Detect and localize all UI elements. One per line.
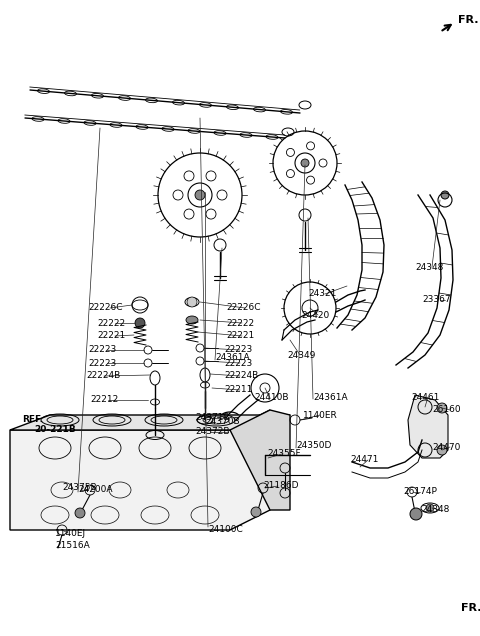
- Text: 22226C: 22226C: [88, 303, 122, 312]
- Circle shape: [251, 507, 261, 517]
- Text: 24321: 24321: [308, 289, 336, 298]
- Text: 24348: 24348: [415, 263, 444, 272]
- Text: 22222: 22222: [226, 319, 254, 328]
- Text: 24349: 24349: [287, 350, 315, 359]
- Text: FR.: FR.: [461, 603, 480, 613]
- Text: 22221: 22221: [226, 331, 254, 340]
- Text: 24371B: 24371B: [195, 413, 229, 422]
- Text: 20-221B: 20-221B: [34, 425, 76, 434]
- Text: 24420: 24420: [301, 310, 329, 319]
- Text: 26160: 26160: [432, 406, 461, 415]
- Circle shape: [75, 508, 85, 518]
- Text: 24200A: 24200A: [78, 485, 112, 495]
- Text: 24350D: 24350D: [296, 441, 331, 450]
- Text: 24355F: 24355F: [267, 450, 300, 459]
- Text: 22222: 22222: [97, 319, 125, 328]
- Text: 24461: 24461: [411, 392, 439, 401]
- Text: 21186D: 21186D: [263, 481, 299, 490]
- Text: 26174P: 26174P: [403, 488, 437, 497]
- Circle shape: [410, 508, 422, 520]
- Polygon shape: [10, 410, 270, 530]
- Circle shape: [195, 190, 205, 200]
- Text: 22221: 22221: [97, 331, 125, 340]
- Text: 22212: 22212: [90, 396, 118, 404]
- Text: 21516A: 21516A: [55, 541, 90, 550]
- Text: 22223: 22223: [88, 345, 116, 354]
- Text: 22223: 22223: [224, 345, 252, 354]
- Circle shape: [437, 445, 447, 455]
- Text: 24470: 24470: [432, 443, 460, 452]
- Polygon shape: [230, 410, 290, 510]
- Text: REF.: REF.: [22, 415, 43, 424]
- Text: 24375B: 24375B: [62, 483, 96, 492]
- Circle shape: [437, 403, 447, 413]
- Text: 1140EJ: 1140EJ: [55, 529, 86, 537]
- Circle shape: [301, 159, 309, 167]
- Text: 24361A: 24361A: [313, 392, 348, 401]
- Text: 24372B: 24372B: [195, 427, 229, 436]
- Text: 24410B: 24410B: [254, 394, 288, 403]
- Text: 22226C: 22226C: [226, 303, 261, 312]
- Text: 22224B: 22224B: [224, 371, 258, 380]
- Text: 24348: 24348: [421, 506, 449, 515]
- Polygon shape: [408, 395, 448, 458]
- Polygon shape: [10, 415, 290, 430]
- Circle shape: [441, 191, 449, 199]
- Text: 1140ER: 1140ER: [303, 410, 338, 420]
- Text: 24370B: 24370B: [205, 417, 240, 427]
- Text: 24100C: 24100C: [208, 525, 243, 534]
- Text: 22223: 22223: [224, 359, 252, 368]
- Ellipse shape: [186, 316, 198, 324]
- Text: 23367: 23367: [422, 296, 451, 305]
- Text: 22211: 22211: [224, 385, 252, 394]
- Circle shape: [426, 504, 434, 512]
- Circle shape: [135, 318, 145, 328]
- Circle shape: [187, 297, 197, 307]
- Text: FR.: FR.: [458, 15, 479, 25]
- Text: 22223: 22223: [88, 359, 116, 368]
- Text: 22224B: 22224B: [86, 371, 120, 380]
- Text: 24361A: 24361A: [215, 354, 250, 363]
- Text: 24471: 24471: [350, 455, 378, 464]
